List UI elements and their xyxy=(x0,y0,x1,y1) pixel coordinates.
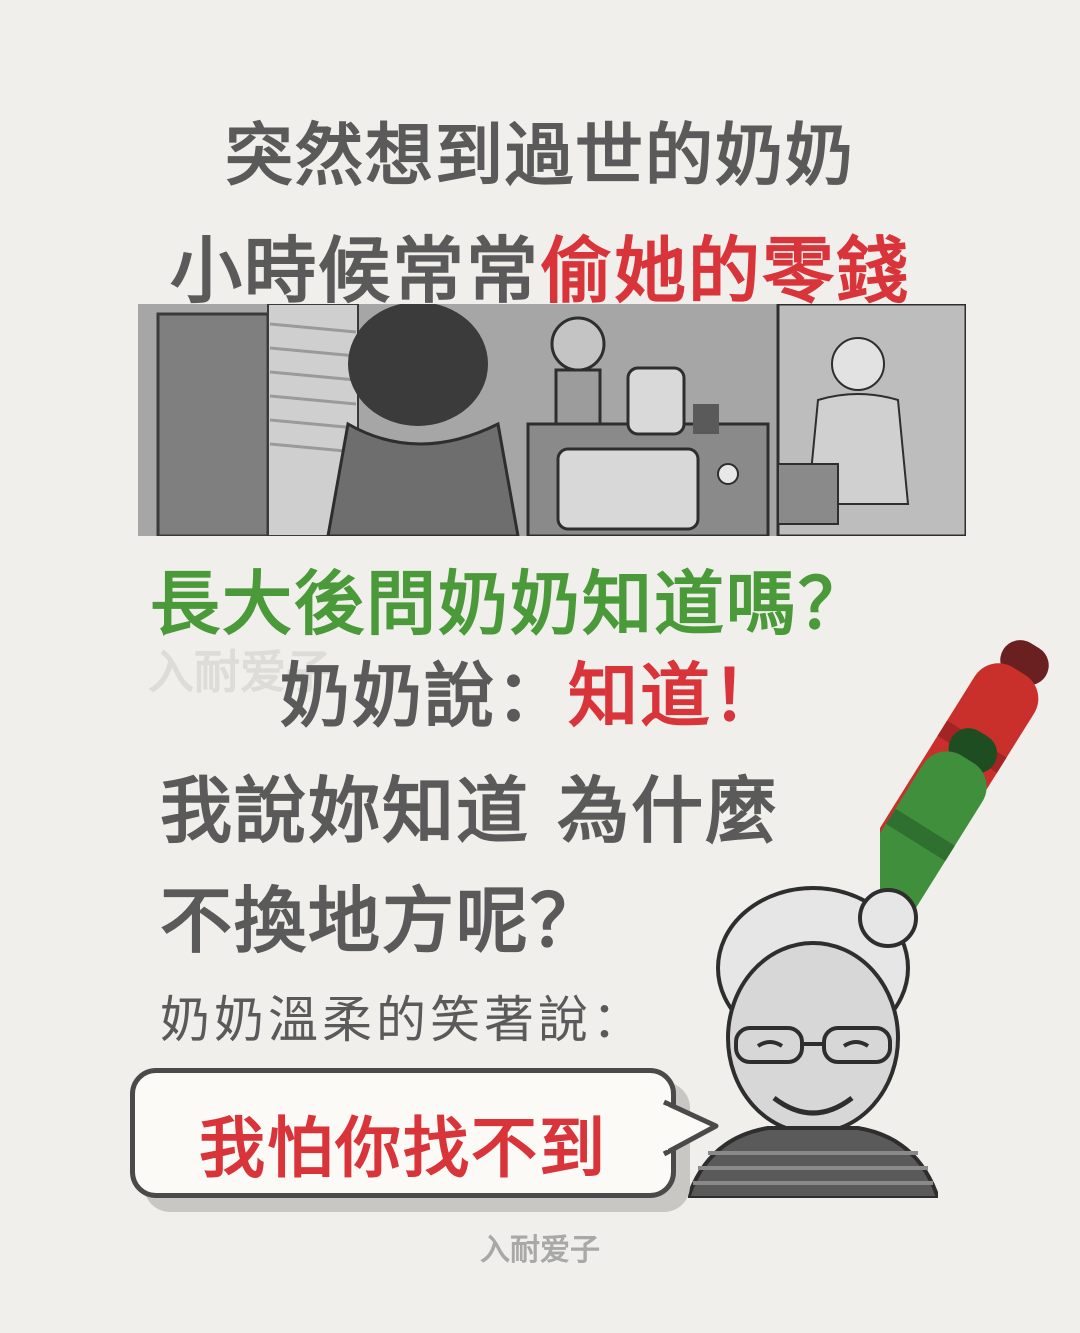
headline-line-2: 小時候常常偷她的零錢 xyxy=(0,212,1080,317)
smiling-grandma-illustration xyxy=(688,886,938,1198)
follow-up-line-1: 我說妳知道 為什麼 xyxy=(160,769,780,853)
headline-line-2-prefix: 小時候常常 xyxy=(169,229,540,313)
red-and-green-marker-icon xyxy=(880,640,1049,960)
question-line: 長大後問奶奶知道嗎？ xyxy=(150,563,870,645)
answer-line: 奶奶說：知道！ xyxy=(280,640,784,741)
comic-panel-svg xyxy=(138,304,966,536)
grandma-intro-line: 奶奶溫柔的笑著說： xyxy=(160,991,646,1049)
speech-bubble-text: 我怕你找不到 xyxy=(199,1110,607,1187)
follow-up-line-2: 不換地方呢？ xyxy=(160,879,605,963)
speech-bubble-tail xyxy=(660,1099,719,1157)
comic-panel-illustration xyxy=(138,304,966,536)
watermark: 入耐爱子 xyxy=(148,645,332,699)
artist-signature: 入耐爱子 xyxy=(480,1233,600,1268)
headline-line-2-highlight: 偷她的零錢 xyxy=(540,229,911,313)
answer-prefix: 奶奶說： xyxy=(280,655,568,737)
answer-highlight: 知道！ xyxy=(568,655,784,737)
speech-bubble: 我怕你找不到 xyxy=(130,1068,676,1198)
headline-line-1: 突然想到過世的奶奶 xyxy=(224,117,855,196)
